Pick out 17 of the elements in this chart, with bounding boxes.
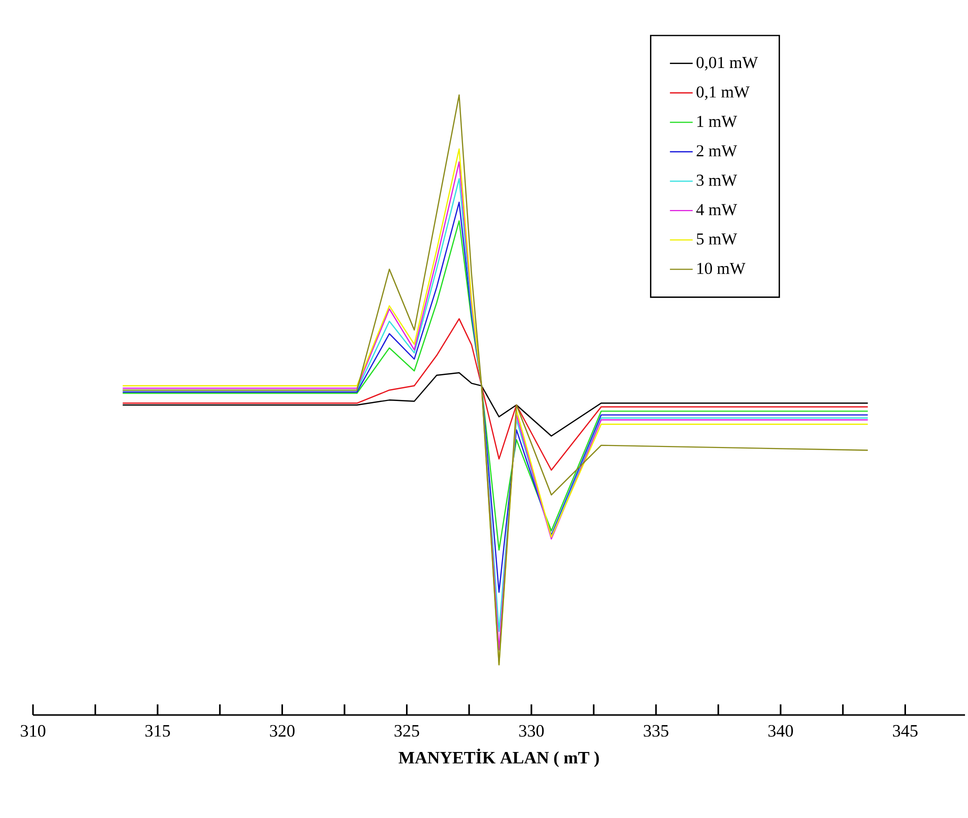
x-tick-label: 325 <box>394 725 420 737</box>
x-tick-label: 335 <box>644 725 668 737</box>
x-tick-label: 330 <box>519 725 544 737</box>
x-tick-label: 315 <box>145 725 170 737</box>
legend-label: 1 mW <box>697 116 738 128</box>
legend-label: 0,01 mW <box>696 56 758 71</box>
legend-label: 10 mW <box>697 262 746 274</box>
x-tick-label: 340 <box>768 725 793 737</box>
legend-label: 3 mW <box>696 174 738 186</box>
legend-label: 5 mW <box>696 233 738 245</box>
legend-label: 0,1 mW <box>696 86 750 100</box>
x-tick-label: 345 <box>893 725 918 737</box>
x-axis-title: MANYETİK ALAN ( mT ) <box>398 748 599 768</box>
x-tick-label: 310 <box>20 725 46 737</box>
legend-label: 2 mW <box>696 145 738 157</box>
x-tick-label: 320 <box>270 725 295 737</box>
legend-label: 4 mW <box>696 204 738 216</box>
